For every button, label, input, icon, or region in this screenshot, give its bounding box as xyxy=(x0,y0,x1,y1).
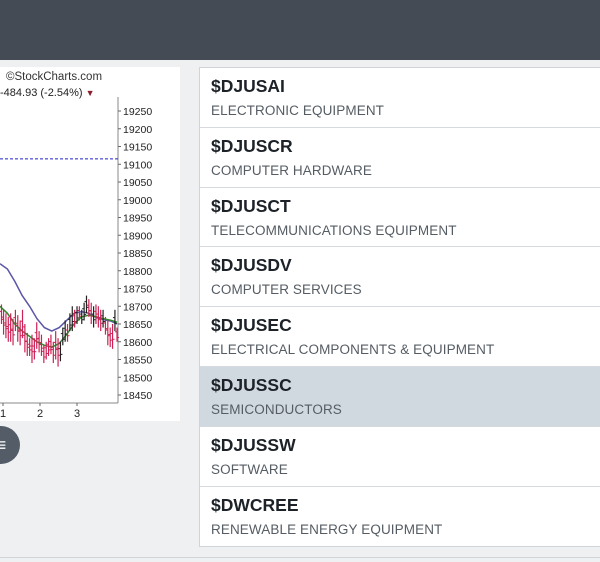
y-tick-label: 18500 xyxy=(123,372,152,384)
symbol-label: $DJUSSC xyxy=(211,374,292,395)
y-tick-label: 19250 xyxy=(123,106,152,118)
price-chart: 19250 19200 19150 19100 19050 19000 18950 18900… xyxy=(0,97,152,420)
stockcharts-watermark: ©StockCharts.com xyxy=(6,71,103,83)
y-tick-label: 18550 xyxy=(123,355,152,367)
price-chart-panel[interactable]: 19250 19200 19150 19100 19050 19000 18950 18900… xyxy=(0,67,180,421)
symbol-label: $DJUSSW xyxy=(211,434,296,455)
symbol-label: $DJUSAI xyxy=(211,76,285,96)
industry-description: SOFTWARE xyxy=(211,461,288,477)
x-tick-label: 1 xyxy=(0,408,6,420)
hamburger-menu-icon: ≡ xyxy=(0,434,7,455)
x-tick-label: 3 xyxy=(74,408,80,420)
price-change-value: -484.93 (-2.54%) xyxy=(0,87,83,99)
industry-description: TELECOMMUNICATIONS EQUIPMENT xyxy=(211,222,457,238)
list-item[interactable]: $DJUSCT TELECOMMUNICATIONS EQUIPMENT xyxy=(200,188,600,248)
list-item[interactable]: $DJUSDV COMPUTER SERVICES xyxy=(200,247,600,308)
y-tick-label: 19050 xyxy=(123,177,152,189)
industry-description: ELECTRONIC EQUIPMENT xyxy=(211,103,385,118)
list-item[interactable]: $DWCREE RENEWABLE ENERGY EQUIPMENT xyxy=(200,487,600,547)
y-tick-label: 19100 xyxy=(123,159,152,171)
y-tick-label: 18900 xyxy=(123,230,152,242)
list-item[interactable]: $DJUSSW SOFTWARE xyxy=(200,427,600,487)
industry-description: SEMICONDUCTORS xyxy=(211,401,342,417)
y-tick-label: 18650 xyxy=(123,319,152,331)
symbol-label: $DJUSDV xyxy=(211,255,292,276)
list-item[interactable]: $DJUSAI ELECTRONIC EQUIPMENT xyxy=(200,68,600,128)
y-tick-label: 18850 xyxy=(123,248,152,260)
y-tick-label: 19150 xyxy=(123,142,152,154)
x-tick-label: 2 xyxy=(37,408,43,420)
y-tick-label: 18950 xyxy=(123,213,152,225)
industry-description: ELECTRICAL COMPONENTS & EQUIPMENT xyxy=(211,342,495,358)
top-header-bar xyxy=(0,0,600,60)
list-item[interactable]: $DJUSSC SEMICONDUCTORS xyxy=(200,366,600,427)
industry-description: COMPUTER HARDWARE xyxy=(211,162,372,178)
y-tick-label: 18750 xyxy=(123,284,152,296)
chart-menu-button[interactable]: ≡ xyxy=(0,426,20,464)
down-arrow-icon: ▼ xyxy=(85,88,95,98)
symbol-label: $DJUSCR xyxy=(211,135,293,156)
industry-symbol-list: $DJUSAI ELECTRONIC EQUIPMENT $DJUSCR COMPUT… xyxy=(199,67,600,548)
price-change-text: -484.93 (-2.54%) ▼ xyxy=(0,87,95,99)
list-item[interactable]: $DJUSCR COMPUTER HARDWARE xyxy=(200,128,600,188)
symbol-label: $DJUSEC xyxy=(211,315,292,336)
symbol-label: $DWCREE xyxy=(211,494,299,515)
industry-description: RENEWABLE ENERGY EQUIPMENT xyxy=(211,521,443,537)
y-tick-label: 18600 xyxy=(123,337,152,349)
y-tick-label: 19000 xyxy=(123,195,152,207)
y-tick-label: 19200 xyxy=(123,124,152,136)
list-item[interactable]: $DJUSEC ELECTRICAL COMPONENTS & EQUIPMENT xyxy=(200,307,600,367)
symbol-label: $DJUSCT xyxy=(211,195,291,216)
industry-description: COMPUTER SERVICES xyxy=(211,282,362,298)
y-tick-label: 18700 xyxy=(123,301,152,313)
y-tick-label: 18450 xyxy=(123,390,152,402)
bottom-divider xyxy=(0,557,600,558)
y-tick-label: 18800 xyxy=(123,266,152,278)
